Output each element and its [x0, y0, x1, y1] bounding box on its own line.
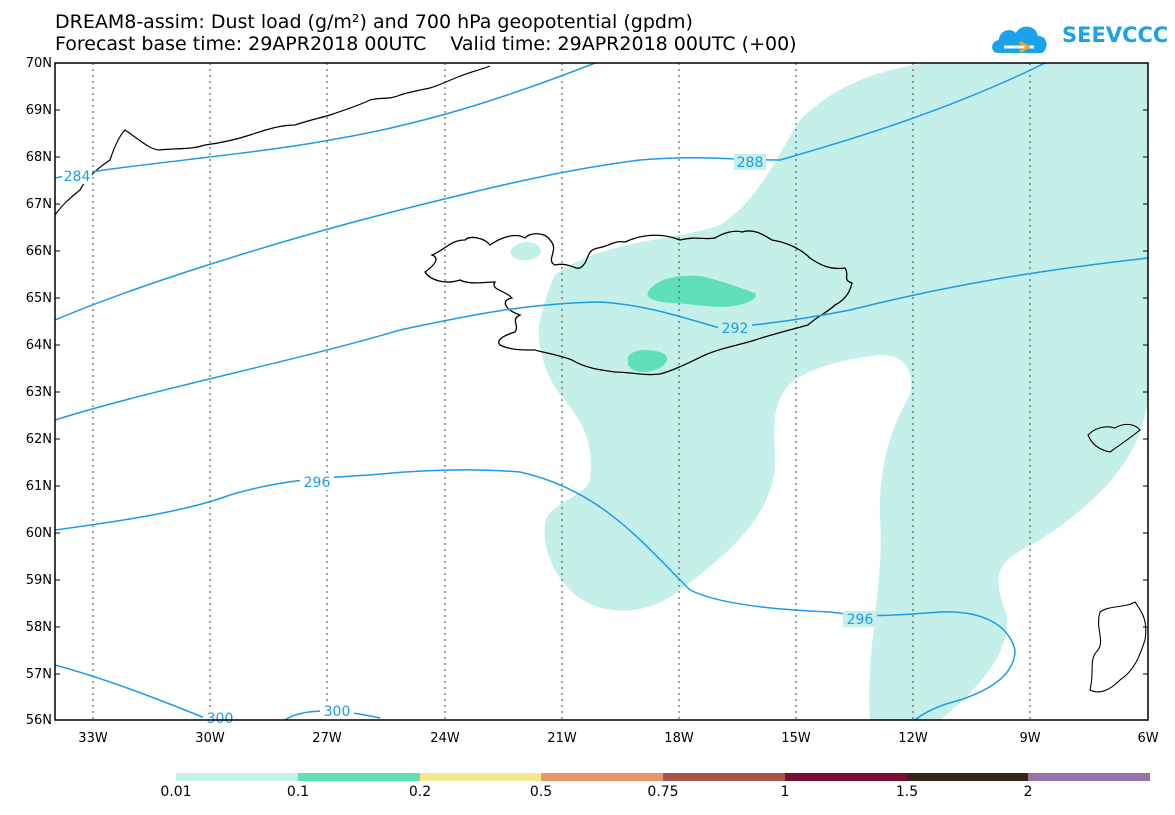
chart-subtitle: Forecast base time: 29APR2018 00UTC Vali…: [55, 33, 797, 55]
lon-label: 21W: [547, 731, 577, 746]
lat-label: 57N: [25, 667, 52, 682]
colorbar-label: 0.1: [286, 784, 310, 800]
dust-area-mid-2: [628, 350, 668, 373]
contour-label-288: 288: [737, 155, 764, 171]
contour-label-292: 292: [722, 321, 749, 337]
colorbar-label: 1.5: [895, 784, 919, 800]
lon-label: 12W: [898, 731, 928, 746]
lat-label: 61N: [25, 479, 52, 494]
colorbar-segment: [541, 773, 663, 781]
lon-label: 9W: [1019, 731, 1041, 746]
colorbar-segment: [1028, 773, 1150, 781]
iceland-coastline: [424, 230, 853, 376]
colorbar-label: 0.01: [160, 784, 192, 800]
lon-label: 30W: [195, 731, 225, 746]
dust-area-low-west: [510, 242, 541, 261]
cloud-icon: [992, 26, 1047, 54]
lat-label: 68N: [25, 150, 52, 165]
colorbar-label: 0.75: [647, 784, 679, 800]
colorbar-label: 1: [780, 784, 790, 800]
colorbar-label: 0.5: [529, 784, 553, 800]
lat-label: 62N: [25, 432, 52, 447]
colorbar-label: 2: [1023, 784, 1033, 800]
lat-label: 64N: [25, 338, 52, 353]
colorbar-segment: [663, 773, 785, 781]
lat-label: 56N: [25, 713, 52, 728]
scotland-coastline: [1089, 601, 1147, 693]
colorbar-segment: [785, 773, 907, 781]
contour-label-300a: 300: [207, 711, 234, 727]
contour-label-296a: 296: [304, 475, 331, 491]
lat-label: 58N: [25, 620, 52, 635]
lon-label: 27W: [312, 731, 342, 746]
colorbar-segment: [420, 773, 541, 781]
lat-label: 59N: [25, 573, 52, 588]
lon-label: 15W: [781, 731, 811, 746]
logo-text: SEEVCCC: [1062, 23, 1169, 47]
lat-label: 60N: [25, 526, 52, 541]
lon-label: 24W: [430, 731, 460, 746]
lon-label: 18W: [664, 731, 694, 746]
colorbar-segment: [298, 773, 420, 781]
contour-label-284: 284: [64, 169, 91, 185]
contour-label-300b: 300: [324, 704, 351, 720]
dust-area-mid-1: [647, 275, 756, 307]
lat-label: 65N: [25, 291, 52, 306]
faroe-coastline: [1087, 423, 1141, 453]
map-ticks: [55, 62, 1148, 675]
lat-label: 70N: [25, 56, 52, 71]
lon-label: 6W: [1137, 731, 1159, 746]
colorbar-segment: [176, 773, 298, 781]
geopotential-contours: [55, 63, 1148, 720]
lon-label: 33W: [78, 731, 108, 746]
contour-label-296b: 296: [847, 612, 874, 628]
lat-label: 63N: [25, 385, 52, 400]
greenland-coastline: [55, 65, 491, 216]
chart-title: DREAM8-assim: Dust load (g/m²) and 700 h…: [55, 11, 693, 33]
lat-label: 69N: [25, 103, 52, 118]
lat-label: 67N: [25, 197, 52, 212]
lat-label: 66N: [25, 244, 52, 259]
colorbar-segment: [907, 773, 1028, 781]
dust-area-low: [538, 63, 1148, 720]
colorbar-label: 0.2: [408, 784, 432, 800]
